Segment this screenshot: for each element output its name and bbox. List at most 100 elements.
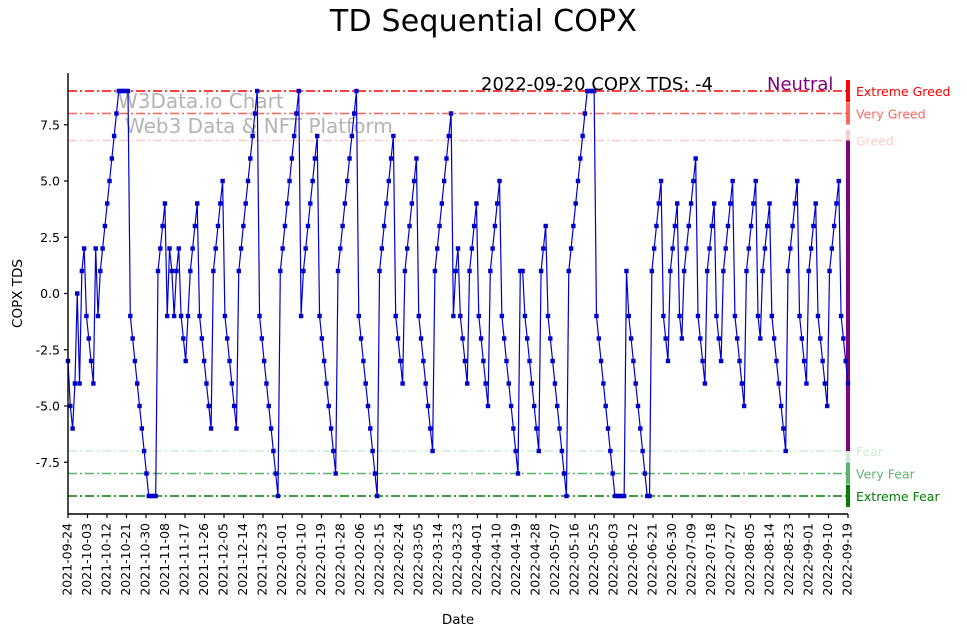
- x-tick-label: 2021-11-26: [196, 523, 211, 596]
- x-tick-label: 2022-08-05: [742, 523, 757, 596]
- series-marker: [843, 358, 848, 364]
- series-marker: [799, 336, 805, 341]
- series-marker: [243, 201, 248, 206]
- series-marker: [407, 223, 412, 229]
- series-marker: [215, 223, 221, 229]
- series-marker: [446, 133, 451, 139]
- series-marker: [294, 111, 299, 116]
- series-marker: [72, 381, 78, 386]
- series-marker: [804, 381, 809, 386]
- series-marker: [144, 471, 149, 476]
- series-marker: [462, 358, 468, 364]
- series-marker: [109, 156, 115, 161]
- x-tick-label: 2022-02-24: [391, 523, 406, 596]
- series-marker: [153, 493, 158, 499]
- x-tick-label: 2022-03-05: [411, 523, 426, 596]
- series-marker: [146, 493, 151, 499]
- series-marker: [638, 426, 643, 431]
- series-markers: [65, 88, 851, 499]
- series-marker: [515, 471, 521, 476]
- series-marker: [795, 178, 800, 184]
- series-marker: [264, 381, 269, 386]
- series-marker: [331, 448, 336, 454]
- series-marker: [252, 111, 258, 116]
- series-marker: [206, 403, 211, 409]
- series-marker: [185, 313, 191, 319]
- series-marker: [841, 336, 846, 341]
- x-tick-label: 2022-09-10: [820, 523, 835, 596]
- series-marker: [522, 313, 528, 319]
- series-marker: [282, 223, 288, 229]
- series-marker: [278, 268, 283, 274]
- series-marker: [225, 336, 230, 341]
- series-marker: [686, 223, 691, 229]
- series-marker: [471, 223, 477, 229]
- series-marker: [518, 268, 523, 274]
- series-marker: [545, 313, 551, 319]
- series-marker: [508, 403, 514, 409]
- series-marker: [813, 201, 818, 206]
- series-marker: [825, 403, 830, 409]
- series-marker: [568, 246, 574, 251]
- series-marker: [199, 336, 205, 341]
- series-marker: [137, 403, 142, 409]
- series-marker: [93, 246, 98, 251]
- series-marker: [765, 223, 770, 229]
- series-marker: [197, 313, 202, 319]
- series-marker: [363, 381, 368, 386]
- x-tick-label: 2021-10-12: [99, 523, 114, 596]
- x-tick-label: 2022-09-01: [801, 523, 816, 596]
- series-marker: [746, 246, 751, 251]
- series-marker: [386, 178, 391, 184]
- series-marker: [458, 313, 463, 319]
- series-marker: [368, 426, 373, 431]
- series-marker: [501, 336, 507, 341]
- series-marker: [790, 223, 795, 229]
- series-marker: [610, 471, 615, 476]
- series-marker: [86, 336, 91, 341]
- x-tick-label: 2022-04-19: [508, 523, 523, 596]
- series-marker: [723, 246, 728, 251]
- series-marker: [635, 403, 641, 409]
- series-marker: [495, 201, 500, 206]
- x-tick-label: 2021-12-05: [216, 523, 231, 596]
- series-marker: [827, 268, 832, 274]
- series-marker: [231, 403, 237, 409]
- series-marker: [709, 223, 715, 229]
- series-marker: [165, 313, 170, 319]
- series-marker: [575, 178, 581, 184]
- series-marker: [564, 493, 569, 499]
- series-marker: [474, 201, 479, 206]
- x-tick-label: 2022-03-23: [450, 523, 465, 596]
- series-marker: [289, 156, 295, 161]
- series-marker: [788, 246, 793, 251]
- series-marker: [305, 223, 311, 229]
- series-marker: [534, 426, 539, 431]
- series-marker: [315, 133, 320, 139]
- y-tick-label: 0.0: [40, 286, 60, 301]
- x-tick-label: 2022-04-01: [469, 523, 484, 596]
- series-marker: [365, 403, 371, 409]
- series-marker: [425, 403, 431, 409]
- series-marker: [624, 268, 629, 274]
- series-marker: [460, 336, 465, 341]
- series-marker: [612, 493, 618, 499]
- series-marker: [628, 336, 634, 341]
- series-marker: [98, 268, 103, 274]
- series-marker: [328, 426, 334, 431]
- y-axis-title: COPX TDS: [10, 259, 26, 328]
- series-marker: [769, 313, 775, 319]
- series-marker: [192, 223, 198, 229]
- series-marker: [820, 358, 825, 364]
- series-marker: [455, 246, 461, 251]
- series-marker: [707, 246, 712, 251]
- series-marker: [829, 246, 835, 251]
- y-tick-label: -2.5: [36, 342, 60, 357]
- series-marker: [377, 268, 382, 274]
- series-marker: [778, 403, 784, 409]
- series-marker: [88, 358, 94, 364]
- series-marker: [792, 201, 798, 206]
- series-marker: [102, 223, 108, 229]
- zone-label-4: Very Fear: [856, 467, 916, 482]
